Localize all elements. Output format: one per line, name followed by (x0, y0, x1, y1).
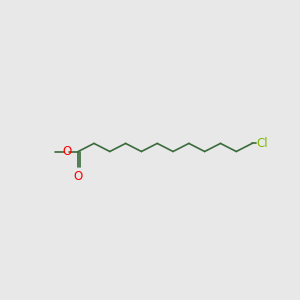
Text: O: O (62, 145, 71, 158)
Text: O: O (74, 170, 83, 183)
Text: Cl: Cl (256, 137, 268, 150)
